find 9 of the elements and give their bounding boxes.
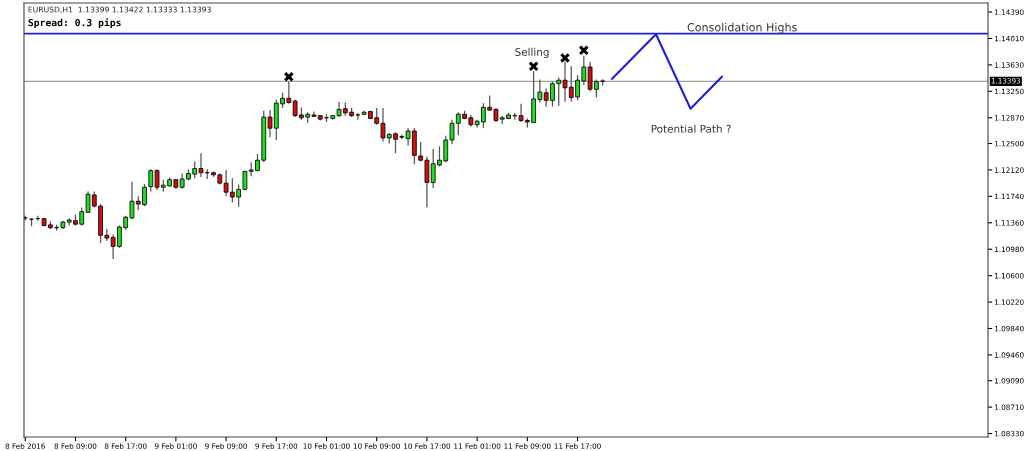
ref-line-label: Consolidation Highs [687,22,797,34]
annotation: Potential Path ? [651,124,731,133]
point [283,71,295,82]
point [559,52,571,64]
candlestick [355,112,361,121]
annotation: Selling [515,47,549,58]
text: Spread: 0.3 pips [28,18,121,29]
point [528,61,539,72]
point [578,45,590,56]
